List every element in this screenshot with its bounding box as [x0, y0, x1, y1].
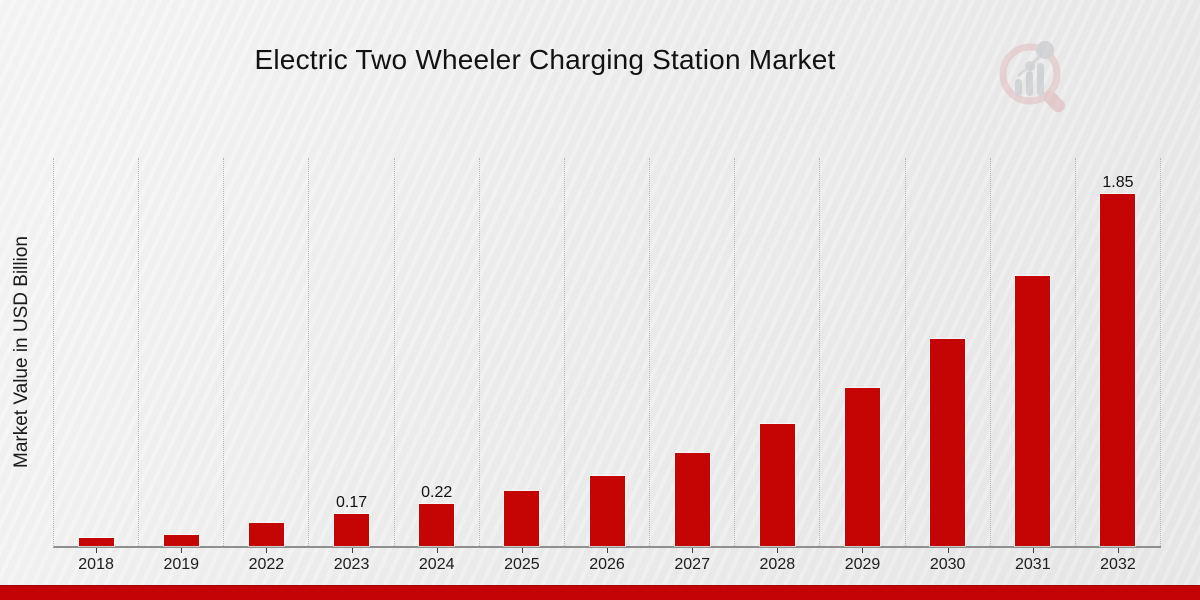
x-axis-tick: [947, 548, 949, 553]
bar-column-2024: 0.22 2024: [395, 158, 480, 573]
x-axis-label-2029: 2029: [844, 556, 881, 573]
bar-value-label-2032: 1.85: [1102, 174, 1134, 191]
x-axis-label-2025: 2025: [504, 556, 540, 573]
x-axis-label-2018: 2018: [78, 556, 114, 573]
bar-column-2029: 2029: [820, 158, 906, 573]
bar-column-2019: 2019: [139, 158, 225, 573]
bar-column-2030: 2030: [906, 158, 991, 573]
x-axis-tick: [521, 548, 523, 553]
plot-area: 2018 2019 2022 0.17 2023 0.22 2024 2025 2026 2027…: [53, 158, 1162, 573]
x-axis-label-2028: 2028: [759, 556, 796, 573]
x-axis-label-2032: 2032: [1100, 556, 1136, 573]
bar-value-label-2024: 0.22: [421, 484, 453, 501]
x-axis-label-2030: 2030: [929, 556, 966, 573]
x-axis-tick: [692, 548, 694, 553]
bar-2018: [77, 537, 115, 547]
x-axis-tick: [777, 548, 779, 553]
x-axis-label-2022: 2022: [248, 556, 285, 573]
y-axis-title: Market Value in USD Billion: [11, 236, 32, 468]
bar-2024: [418, 503, 456, 547]
x-axis-tick: [436, 548, 438, 553]
bottom-red-strip: [0, 585, 1200, 600]
x-axis-tick: [607, 548, 609, 553]
x-axis-label-2024: 2024: [418, 556, 455, 573]
bar-2028: [758, 423, 796, 547]
bar-2029: [843, 387, 881, 547]
bar-2025: [503, 490, 541, 547]
bar-column-2026: 2026: [565, 158, 651, 573]
bar-2032: [1099, 193, 1137, 547]
bar-column-2018: 2018: [54, 158, 140, 573]
bar-2019: [162, 534, 200, 547]
x-axis-tick: [862, 548, 864, 553]
x-axis-tick: [1117, 548, 1119, 553]
bar-value-label-2023: 0.17: [335, 494, 368, 511]
bar-column-2027: 2027: [650, 158, 736, 573]
bar-column-2023: 0.17 2023: [309, 158, 395, 573]
x-axis-label-2026: 2026: [589, 556, 625, 573]
x-axis-label-2031: 2031: [1015, 556, 1051, 573]
market-research-future-logo-icon: [999, 41, 1065, 113]
chart-title: Electric Two Wheeler Charging Station Ma…: [254, 44, 836, 75]
x-axis-tick: [1032, 548, 1034, 553]
bar-column-2022: 2022: [224, 158, 310, 573]
bar-2023: [333, 513, 371, 547]
x-axis-tick: [181, 548, 183, 553]
x-axis-label-2019: 2019: [163, 556, 200, 573]
bar-2022: [247, 522, 285, 547]
x-axis-label-2027: 2027: [674, 556, 710, 573]
x-axis-tick: [96, 548, 98, 553]
bar-2031: [1014, 275, 1052, 547]
bar-2027: [673, 452, 711, 547]
bar-column-2028: 2028: [735, 158, 821, 573]
bar-column-2031: 2031: [991, 158, 1076, 573]
bar-column-2025: 2025: [480, 158, 565, 573]
x-axis-label-2023: 2023: [333, 556, 370, 573]
x-axis-tick: [266, 548, 268, 553]
bar-2026: [588, 475, 626, 547]
bar-column-2032: 1.85 2032: [1076, 158, 1162, 573]
x-axis-tick: [351, 548, 353, 553]
bar-2030: [929, 338, 967, 547]
